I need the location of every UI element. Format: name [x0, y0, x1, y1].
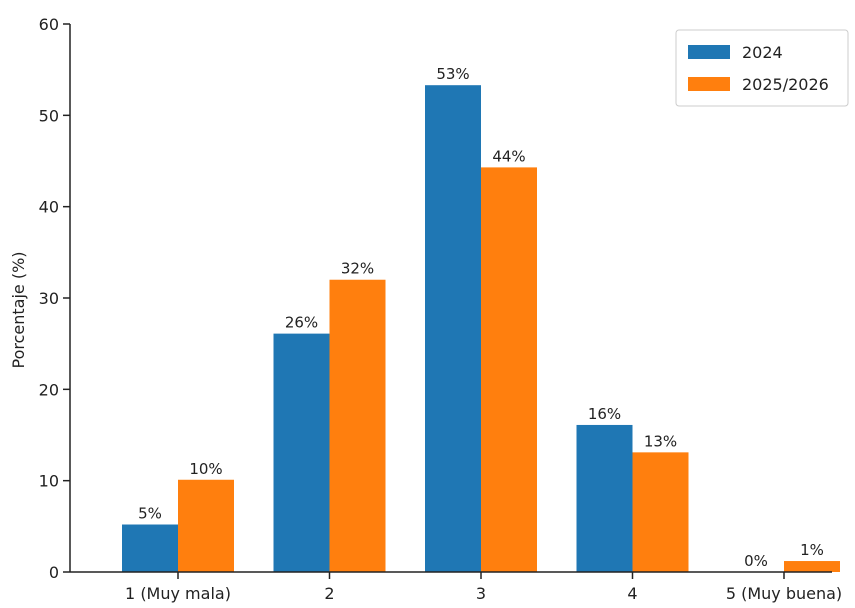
y-tick-label: 0: [49, 563, 59, 582]
bar-2025-2026: [632, 452, 689, 572]
legend-label: 2024: [742, 43, 783, 62]
x-axis: 1 (Muy mala) 2 3 4 5 (Muy buena): [70, 571, 842, 603]
x-tick-label: 1 (Muy mala): [125, 584, 231, 603]
plot-area: 5% 10% 26% 32% 53% 44% 16% 13% 0% 1% 0 10 20 30 40 50 6…: [39, 15, 843, 603]
bar-data-label: 13%: [644, 432, 677, 450]
bar-data-label: 16%: [588, 405, 621, 423]
y-tick-label: 30: [39, 289, 59, 308]
legend-label: 2025/2026: [742, 75, 829, 94]
bar-2024: [425, 85, 481, 573]
y-tick-label: 10: [39, 472, 59, 491]
x-tick-label: 5 (Muy buena): [726, 584, 842, 603]
bars-group: [122, 85, 840, 573]
x-tick-label: 3: [476, 584, 486, 603]
y-axis: 0 10 20 30 40 50 60: [39, 15, 71, 582]
legend-swatch: [688, 45, 730, 59]
bar-2025-2026: [784, 561, 840, 572]
bar-data-label: 53%: [436, 65, 469, 83]
bar-labels-group: 5% 10% 26% 32% 53% 44% 16% 13% 0% 1%: [138, 65, 824, 570]
legend: 2024 2025/2026: [675, 29, 849, 107]
bar-2024: [576, 424, 633, 572]
legend-swatch: [688, 77, 730, 91]
y-tick-label: 20: [39, 380, 59, 399]
y-axis-title: Porcentaje (%): [9, 251, 28, 368]
x-tick-label: 2: [324, 584, 334, 603]
y-tick-label: 40: [39, 198, 59, 217]
bar-2025-2026: [178, 479, 234, 572]
y-tick-label: 60: [39, 15, 59, 34]
bar-data-label: 26%: [285, 314, 318, 332]
bar-data-label: 1%: [800, 541, 824, 559]
bar-2025-2026: [481, 167, 537, 573]
bar-data-label: 0%: [744, 552, 768, 570]
bar-2025-2026: [329, 279, 386, 572]
bar-data-label: 10%: [189, 460, 222, 478]
bar-2024: [122, 524, 178, 572]
legend-frame: [675, 29, 849, 107]
bar-data-label: 5%: [138, 505, 162, 523]
x-tick-label: 4: [627, 584, 637, 603]
y-tick-label: 50: [39, 106, 59, 125]
bar-data-label: 44%: [492, 147, 525, 165]
bar-2024: [273, 333, 330, 572]
bar-data-label: 32%: [341, 260, 374, 278]
